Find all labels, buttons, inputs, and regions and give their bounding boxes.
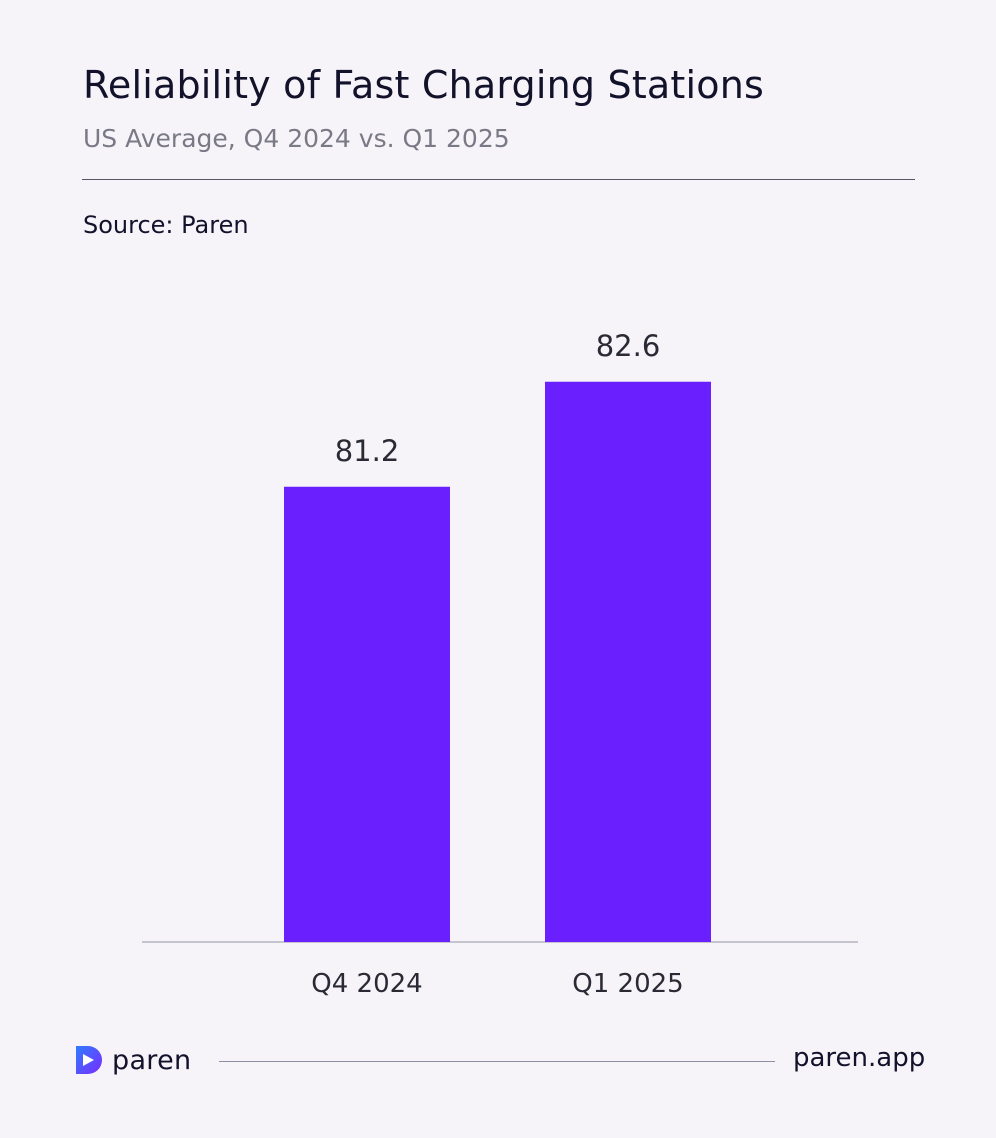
source-note: Source: Paren [83,211,249,239]
header-divider [82,179,915,180]
data-label-q1-2025: 82.6 [596,329,661,363]
bar-chart: 81.2 Q4 2024 82.6 Q1 2025 [142,329,858,999]
chart-title: Reliability of Fast Charging Stations [83,63,764,107]
footer-divider [219,1061,775,1062]
x-tick-label-q1-2025: Q1 2025 [572,969,683,999]
footer-url-link[interactable]: paren.app [793,1043,926,1073]
brand-wordmark: paren [112,1044,192,1076]
bar-q4-2024 [284,486,450,942]
data-label-q4-2024: 81.2 [335,434,400,468]
x-tick-label-q4-2024: Q4 2024 [311,969,422,999]
chart-subtitle: US Average, Q4 2024 vs. Q1 2025 [83,124,510,153]
footer-brand[interactable]: paren [70,1042,191,1078]
bar-q1-2025 [545,381,711,942]
paren-logo-icon [76,1046,102,1074]
